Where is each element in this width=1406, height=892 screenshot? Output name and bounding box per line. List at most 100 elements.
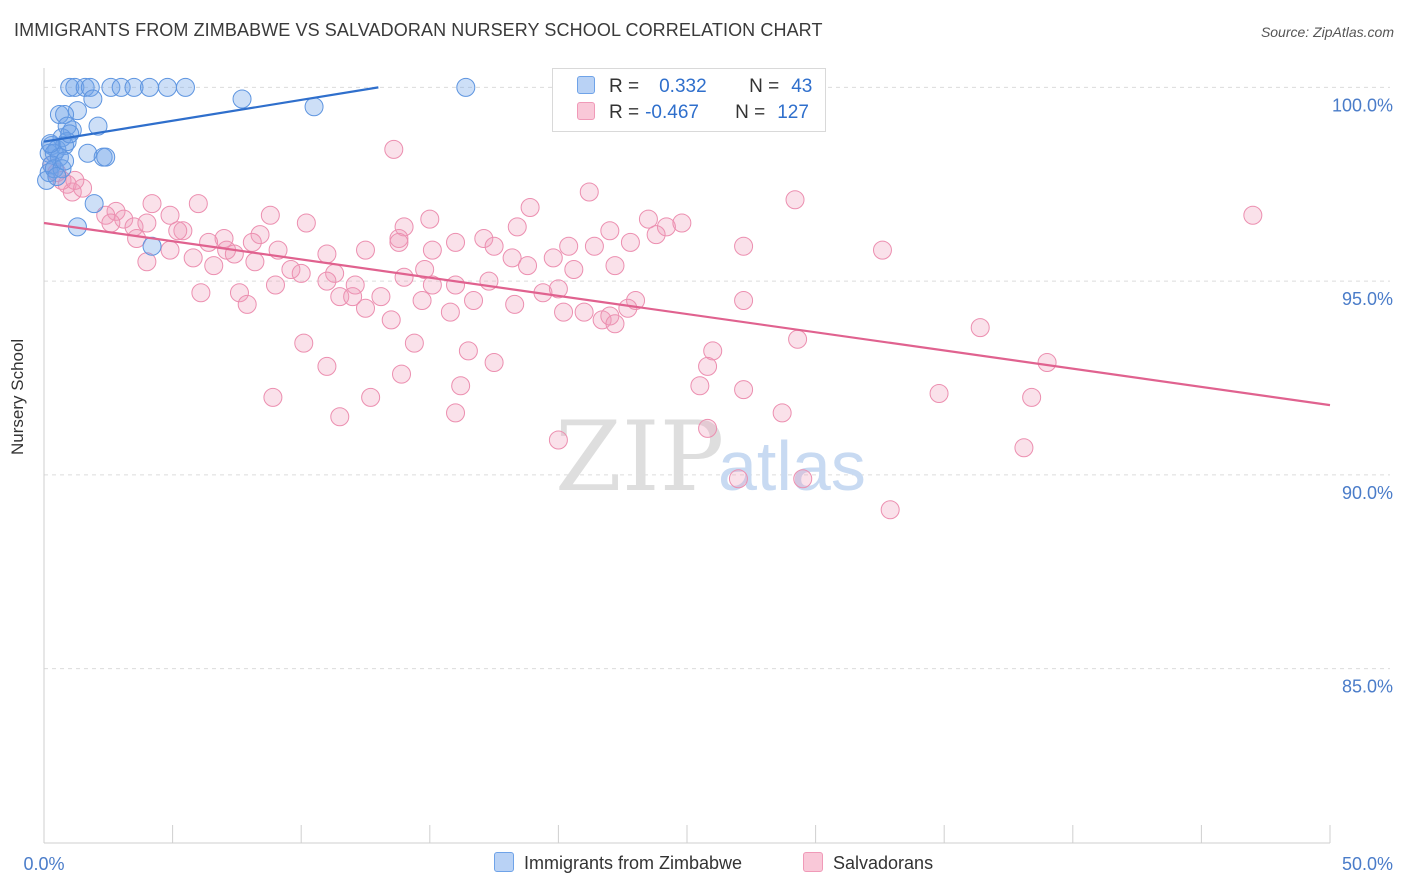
- point-salvadoran: [191, 283, 211, 303]
- point-zimbabwe: [456, 77, 476, 97]
- stats-legend: R = 0.332 N = 43 R = -0.467 N = 127: [552, 68, 826, 132]
- axes: [43, 68, 1331, 844]
- point-salvadoran: [872, 240, 892, 260]
- point-zimbabwe: [57, 116, 77, 136]
- point-salvadoran: [728, 469, 748, 489]
- point-salvadoran: [101, 213, 121, 233]
- point-salvadoran: [584, 236, 604, 256]
- y-tick-label: 85.0%: [1342, 677, 1393, 697]
- point-salvadoran: [1037, 353, 1057, 372]
- legend-r-value: 0.332: [659, 76, 707, 97]
- trend-line-zimbabwe: [43, 86, 379, 143]
- legend-n-label: N =: [735, 102, 766, 123]
- point-salvadoran: [564, 260, 584, 279]
- point-zimbabwe: [83, 89, 103, 109]
- point-zimbabwe: [101, 77, 121, 97]
- point-zimbabwe: [60, 77, 80, 97]
- point-salvadoran: [785, 190, 805, 210]
- bottom-legend-label: Immigrants from Zimbabwe: [524, 853, 743, 873]
- point-salvadoran: [788, 329, 808, 349]
- point-salvadoran: [160, 205, 180, 225]
- point-zimbabwe: [80, 77, 100, 97]
- point-salvadoran: [389, 232, 409, 252]
- point-salvadoran: [656, 217, 676, 237]
- point-salvadoran: [574, 302, 594, 322]
- point-zimbabwe: [96, 147, 116, 167]
- point-salvadoran: [394, 267, 414, 287]
- point-salvadoran: [772, 403, 792, 423]
- bottom-legend-label: Salvadorans: [833, 853, 934, 873]
- point-salvadoran: [415, 260, 435, 279]
- point-salvadoran: [263, 387, 283, 407]
- point-salvadoran: [605, 256, 625, 276]
- point-salvadoran: [168, 221, 188, 241]
- point-zimbabwe: [49, 105, 69, 124]
- point-salvadoran: [518, 256, 538, 276]
- point-salvadoran: [265, 275, 285, 295]
- point-salvadoran: [1243, 205, 1263, 225]
- point-salvadoran: [548, 430, 568, 450]
- point-salvadoran: [384, 139, 404, 159]
- point-salvadoran: [361, 387, 381, 407]
- legend-r-label: R =: [609, 76, 640, 97]
- point-zimbabwe: [88, 116, 108, 136]
- legend-r-value: -0.467: [645, 102, 699, 123]
- point-salvadoran: [734, 291, 754, 310]
- point-salvadoran: [605, 314, 625, 334]
- point-salvadoran: [793, 469, 813, 489]
- point-salvadoran: [458, 341, 478, 361]
- point-salvadoran: [394, 217, 414, 237]
- point-zimbabwe: [37, 170, 57, 190]
- point-salvadoran: [224, 244, 244, 264]
- point-salvadoran: [381, 310, 401, 330]
- y-tick-label: 95.0%: [1342, 289, 1393, 309]
- bottom-legend-zimbabwe: Immigrants from Zimbabwe: [494, 852, 742, 874]
- legend-row-salvadorans: R = -0.467 N = 127: [577, 102, 809, 124]
- x-tick-label: 0.0%: [23, 854, 64, 874]
- point-salvadoran: [345, 275, 365, 295]
- point-zimbabwe: [44, 159, 64, 179]
- bottom-legend-salvadorans: Salvadorans: [803, 852, 933, 874]
- point-salvadoran: [137, 213, 157, 233]
- point-salvadoran: [404, 333, 424, 353]
- point-salvadoran: [703, 341, 723, 361]
- y-tick-label: 100.0%: [1332, 95, 1393, 115]
- point-salvadoran: [317, 356, 337, 376]
- point-salvadoran: [638, 209, 658, 229]
- legend-n-value: 127: [777, 102, 809, 123]
- point-salvadoran: [281, 260, 301, 279]
- point-salvadoran: [242, 232, 262, 252]
- legend-row-zimbabwe: R = 0.332 N = 43: [577, 76, 812, 98]
- point-salvadoran: [199, 232, 219, 252]
- point-salvadoran: [698, 418, 718, 438]
- point-salvadoran: [291, 263, 311, 283]
- point-salvadoran: [446, 275, 466, 295]
- point-salvadoran: [734, 236, 754, 256]
- point-salvadoran: [422, 275, 442, 295]
- point-salvadoran: [173, 221, 193, 241]
- point-salvadoran: [106, 201, 126, 221]
- point-salvadoran: [422, 240, 442, 260]
- point-zimbabwe: [304, 97, 324, 117]
- point-salvadoran: [317, 271, 337, 291]
- point-salvadoran: [698, 356, 718, 376]
- point-salvadoran: [183, 248, 203, 268]
- point-salvadoran: [73, 178, 93, 198]
- point-salvadoran: [356, 240, 375, 260]
- watermark-zip: ZIP: [555, 401, 724, 513]
- point-salvadoran: [127, 229, 147, 248]
- point-zimbabwe: [40, 134, 60, 154]
- point-salvadoran: [317, 244, 337, 264]
- legend-swatch-pink: [577, 102, 595, 120]
- point-zimbabwe: [55, 151, 75, 171]
- point-salvadoran: [245, 252, 265, 272]
- point-zimbabwe: [139, 77, 159, 97]
- point-zimbabwe: [175, 77, 195, 97]
- point-salvadoran: [250, 225, 270, 245]
- point-zimbabwe: [44, 143, 64, 163]
- point-salvadoran: [294, 333, 314, 353]
- point-salvadoran: [296, 213, 316, 233]
- point-salvadoran: [618, 298, 638, 318]
- chart-title: IMMIGRANTS FROM ZIMBABWE VS SALVADORAN N…: [14, 20, 823, 40]
- y-tick-label: 90.0%: [1342, 483, 1393, 503]
